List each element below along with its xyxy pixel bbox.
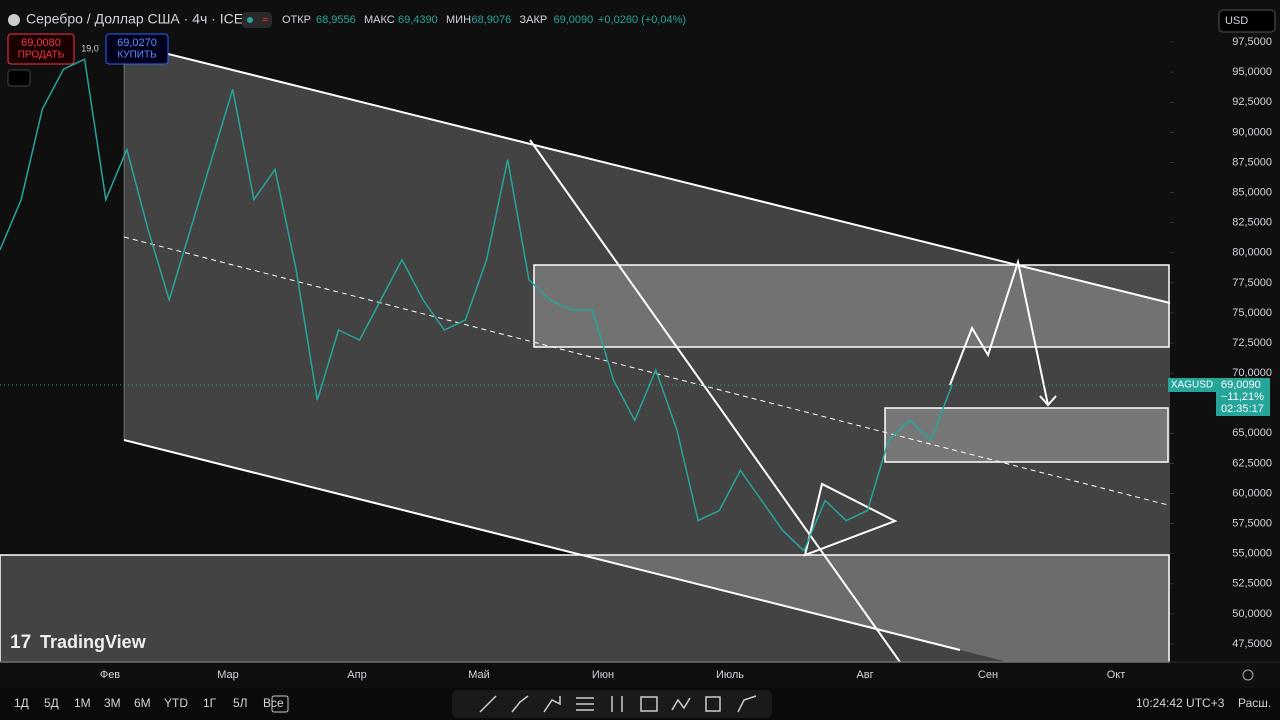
ohlc-value: 69,4390	[398, 14, 438, 26]
channel-fill	[124, 43, 1170, 662]
ohlc-label: МИН	[446, 14, 471, 26]
x-tick-label: Авг	[856, 669, 873, 681]
zone	[884, 407, 1169, 463]
watermark: TradingView	[40, 632, 147, 652]
x-tick-label: Сен	[978, 669, 998, 681]
ohlc-label: МАКС	[364, 14, 395, 26]
tool-brush[interactable]	[737, 695, 757, 713]
x-tick-label: Окт	[1107, 669, 1126, 681]
ohlc-value: 68,9556	[316, 14, 356, 26]
x-tick-label: Май	[468, 669, 490, 681]
range-button[interactable]: Все	[263, 696, 284, 710]
y-tick-label: 75,0000	[1232, 307, 1272, 319]
wave-icon: ≈	[262, 14, 268, 26]
x-tick-label: Июль	[716, 669, 744, 681]
x-tick-label: Апр	[347, 669, 366, 681]
tool-rect[interactable]	[640, 696, 658, 712]
ohlc-value: 69,0090	[554, 14, 594, 26]
channel-top	[123, 42, 1171, 304]
buy-price: 69,0270	[117, 37, 157, 49]
ohlc-value: 68,9076	[472, 14, 512, 26]
indicator-toggle[interactable]	[242, 12, 272, 28]
date-range-icon[interactable]	[271, 695, 289, 713]
range-button[interactable]: 1М	[74, 696, 91, 710]
sell-label: ПРОДАТЬ	[18, 50, 65, 61]
y-tick-label: 50,0000	[1232, 608, 1272, 620]
tool-pitchfork[interactable]	[543, 696, 561, 713]
range-button[interactable]: 5Л	[233, 696, 248, 710]
currency-select[interactable]	[1218, 9, 1276, 33]
triangle	[803, 482, 898, 557]
price-tag	[1216, 378, 1270, 416]
x-tick-label: Июн	[592, 669, 614, 681]
dot	[247, 17, 253, 23]
price-series	[0, 58, 953, 552]
sell-button[interactable]	[7, 33, 75, 65]
range-button[interactable]: 6М	[134, 696, 151, 710]
channel-bottom	[123, 439, 961, 651]
range-button[interactable]: 5Д	[44, 696, 59, 710]
range-buttons: 1Д 5Д 1М 3М 6М YTD 1Г 5Л Все	[14, 696, 284, 710]
symbol-tag	[1168, 378, 1216, 392]
trendline	[529, 139, 901, 663]
y-tick-label: 62,5000	[1232, 457, 1272, 469]
plot: 97,5000 95,0000 92,5000 90,0000 87,5000 85,00…	[0, 36, 1272, 681]
symbol-icon	[8, 14, 20, 26]
symbol-tag-text: XAGUSD	[1171, 380, 1213, 391]
currency: USD	[1225, 15, 1248, 27]
buy-label: КУПИТЬ	[117, 50, 157, 61]
drawings	[0, 42, 1171, 663]
y-tick-label: 55,0000	[1232, 548, 1272, 560]
y-tick-label: 72,5000	[1232, 337, 1272, 349]
y-tick-label: 77,5000	[1232, 277, 1272, 289]
tool-icons	[479, 695, 757, 713]
price-tag-change: −11,21%	[1221, 391, 1264, 403]
zone	[0, 554, 1170, 663]
zone	[533, 264, 1170, 348]
logo-mark: 17	[10, 632, 31, 653]
range-button[interactable]: 1Д	[14, 696, 29, 710]
tool-wave[interactable]	[671, 697, 691, 711]
y-tick-label: 80,0000	[1232, 247, 1272, 259]
x-tick-label: Мар	[217, 669, 239, 681]
y-tick-label: 65,0000	[1232, 427, 1272, 439]
range-button[interactable]: 3М	[104, 696, 121, 710]
price-tag-countdown: 02:35:17	[1221, 403, 1264, 415]
collapse-button[interactable]	[7, 69, 31, 87]
y-tick-label: 52,5000	[1232, 578, 1272, 590]
y-tick-label: 60,0000	[1232, 487, 1272, 499]
tool-ray[interactable]	[511, 695, 529, 713]
clock: 10:24:42 UTC+3	[1136, 696, 1225, 710]
ohlc-label: ЗАКР	[520, 14, 548, 26]
y-tick-label: 92,5000	[1232, 96, 1272, 108]
forecast-path	[949, 258, 1049, 406]
range-button[interactable]: 1Г	[203, 696, 217, 710]
arrow-head	[1039, 395, 1057, 407]
tool-trendline[interactable]	[479, 695, 497, 713]
y-tick-label: 90,0000	[1232, 126, 1272, 138]
change: +0,0260 (+0,04%)	[598, 14, 686, 26]
price-tag-price: 69,0090	[1221, 379, 1261, 391]
x-tick-label: Фев	[100, 669, 120, 681]
y-tick-label: 70,0000	[1232, 367, 1272, 379]
y-tick-label: 97,5000	[1232, 36, 1272, 48]
range-button[interactable]: YTD	[164, 696, 188, 710]
buy-button[interactable]	[105, 33, 169, 65]
settings-icon[interactable]	[1242, 669, 1254, 681]
y-tick-label: 82,5000	[1232, 217, 1272, 229]
y-tick-label: 57,5000	[1232, 517, 1272, 529]
y-tick-label: 47,5000	[1232, 638, 1272, 650]
y-tick-label: 95,0000	[1232, 66, 1272, 78]
ohlc: ОТКР 68,9556 МАКС 69,4390 МИН 68,9076 ЗАКР 69,0…	[282, 14, 593, 26]
ohlc-label: ОТКР	[282, 14, 311, 26]
y-tick-label: 87,5000	[1232, 156, 1272, 168]
sell-price: 69,0080	[21, 37, 61, 49]
spread: 19,0	[81, 43, 99, 53]
y-tick-label: 85,0000	[1232, 186, 1272, 198]
symbol-title: Серебро / Доллар США · 4ч · ICE	[26, 11, 243, 27]
tool-projection[interactable]	[705, 696, 721, 712]
expand[interactable]: Расш.	[1238, 696, 1271, 710]
